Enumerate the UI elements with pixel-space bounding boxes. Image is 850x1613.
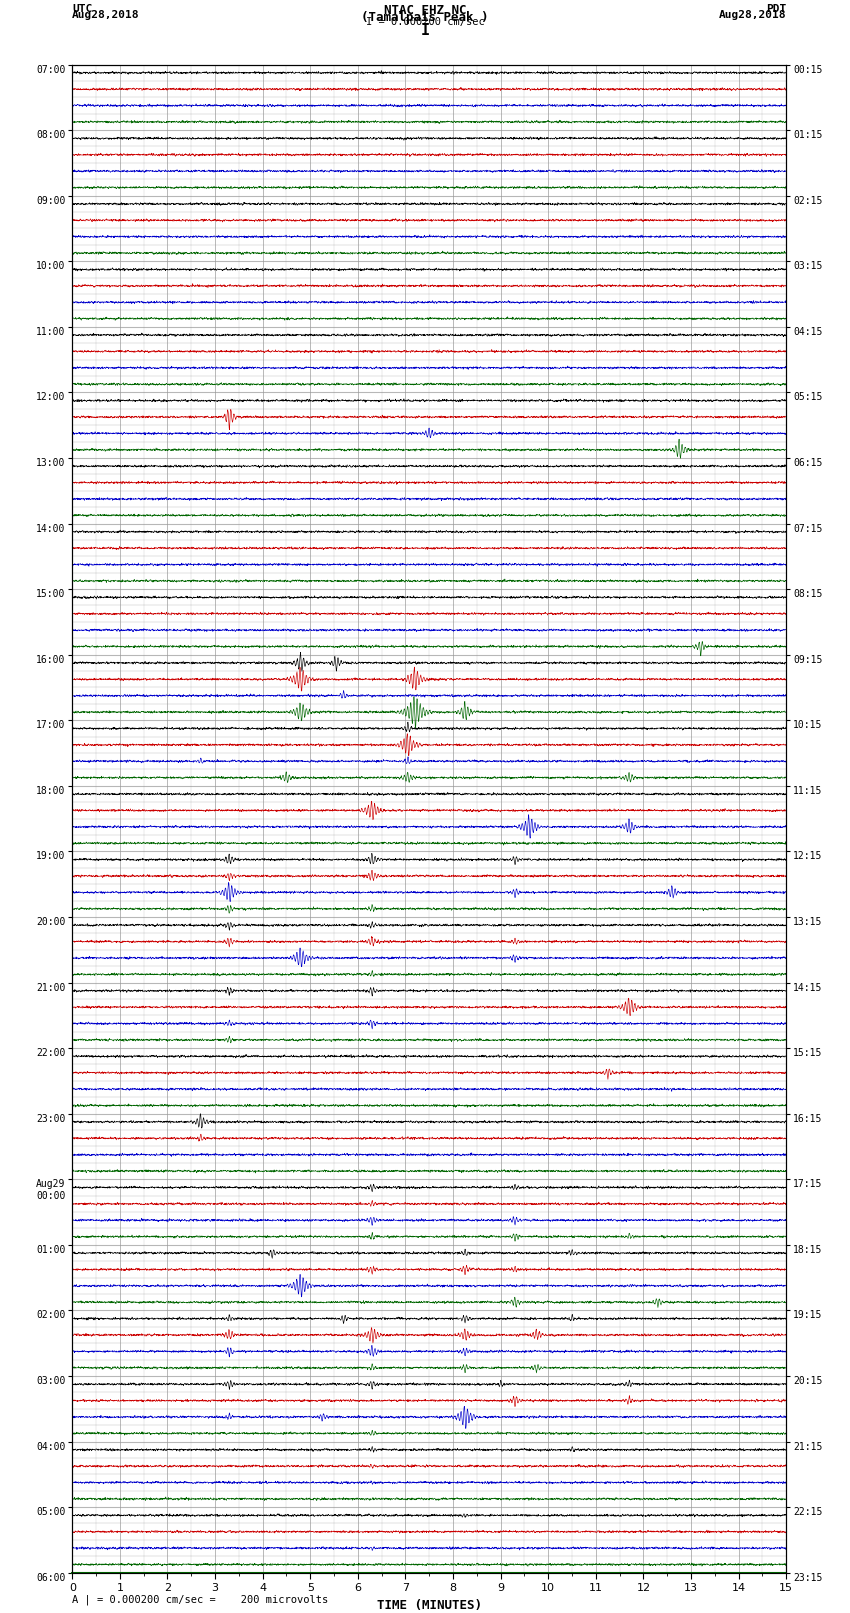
Text: UTC: UTC [72,5,93,15]
Text: Aug28,2018: Aug28,2018 [719,11,786,21]
X-axis label: TIME (MINUTES): TIME (MINUTES) [377,1598,482,1611]
Text: I = 0.000200 cm/sec: I = 0.000200 cm/sec [366,18,484,27]
Text: NTAC EHZ NC: NTAC EHZ NC [383,5,467,18]
Text: Aug28,2018: Aug28,2018 [72,11,139,21]
Text: (Tamalpais Peak ): (Tamalpais Peak ) [361,11,489,24]
Text: PDT: PDT [766,5,786,15]
Text: A | = 0.000200 cm/sec =    200 microvolts: A | = 0.000200 cm/sec = 200 microvolts [72,1594,328,1605]
Text: I: I [421,23,429,37]
